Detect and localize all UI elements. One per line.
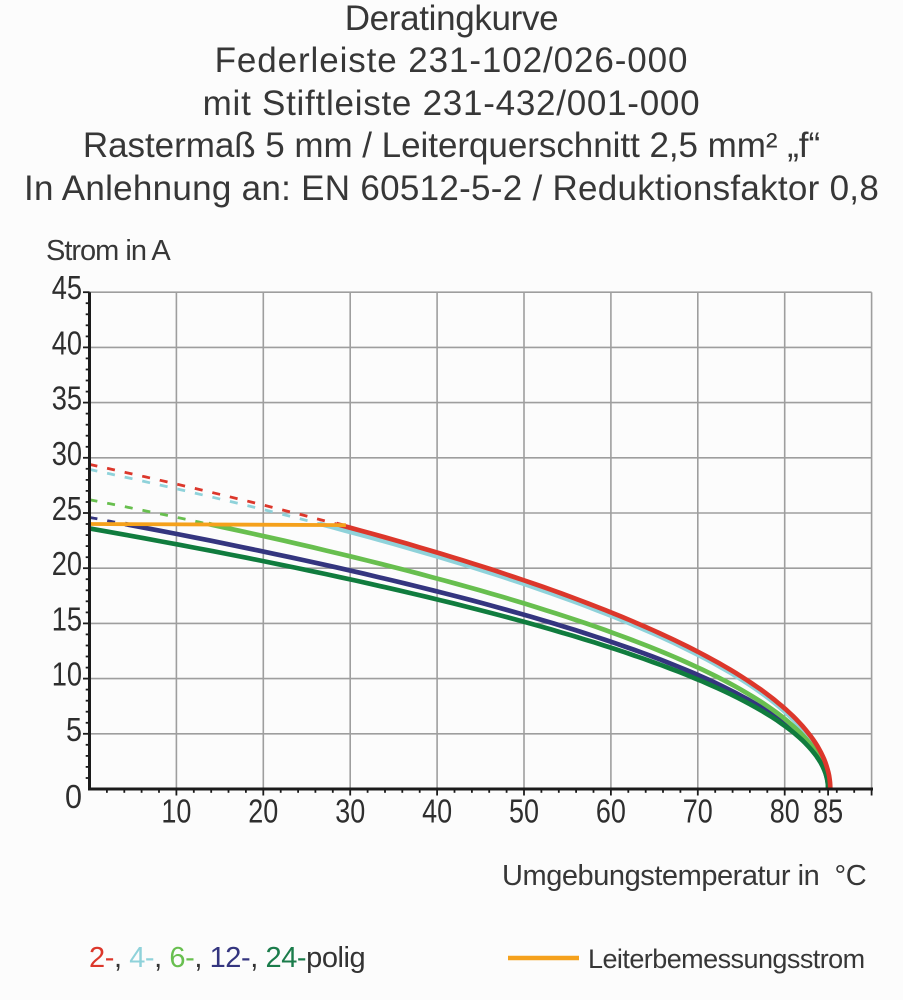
svg-text:70: 70 <box>683 794 713 831</box>
svg-text:30: 30 <box>335 794 365 831</box>
svg-text:40: 40 <box>422 794 452 831</box>
svg-text:5: 5 <box>66 712 82 749</box>
svg-text:10: 10 <box>52 657 82 694</box>
svg-text:50: 50 <box>509 794 539 831</box>
svg-text:35: 35 <box>52 381 82 418</box>
svg-text:30: 30 <box>52 436 82 473</box>
svg-text:25: 25 <box>52 491 82 528</box>
svg-text:0: 0 <box>65 779 82 816</box>
svg-text:80: 80 <box>770 794 800 831</box>
svg-text:40: 40 <box>52 325 82 362</box>
svg-text:10: 10 <box>161 794 191 831</box>
svg-text:15: 15 <box>52 601 82 638</box>
svg-text:20: 20 <box>52 546 82 583</box>
svg-text:45: 45 <box>52 270 82 307</box>
svg-text:60: 60 <box>596 794 626 831</box>
svg-text:85: 85 <box>813 794 843 831</box>
svg-text:20: 20 <box>248 794 278 831</box>
